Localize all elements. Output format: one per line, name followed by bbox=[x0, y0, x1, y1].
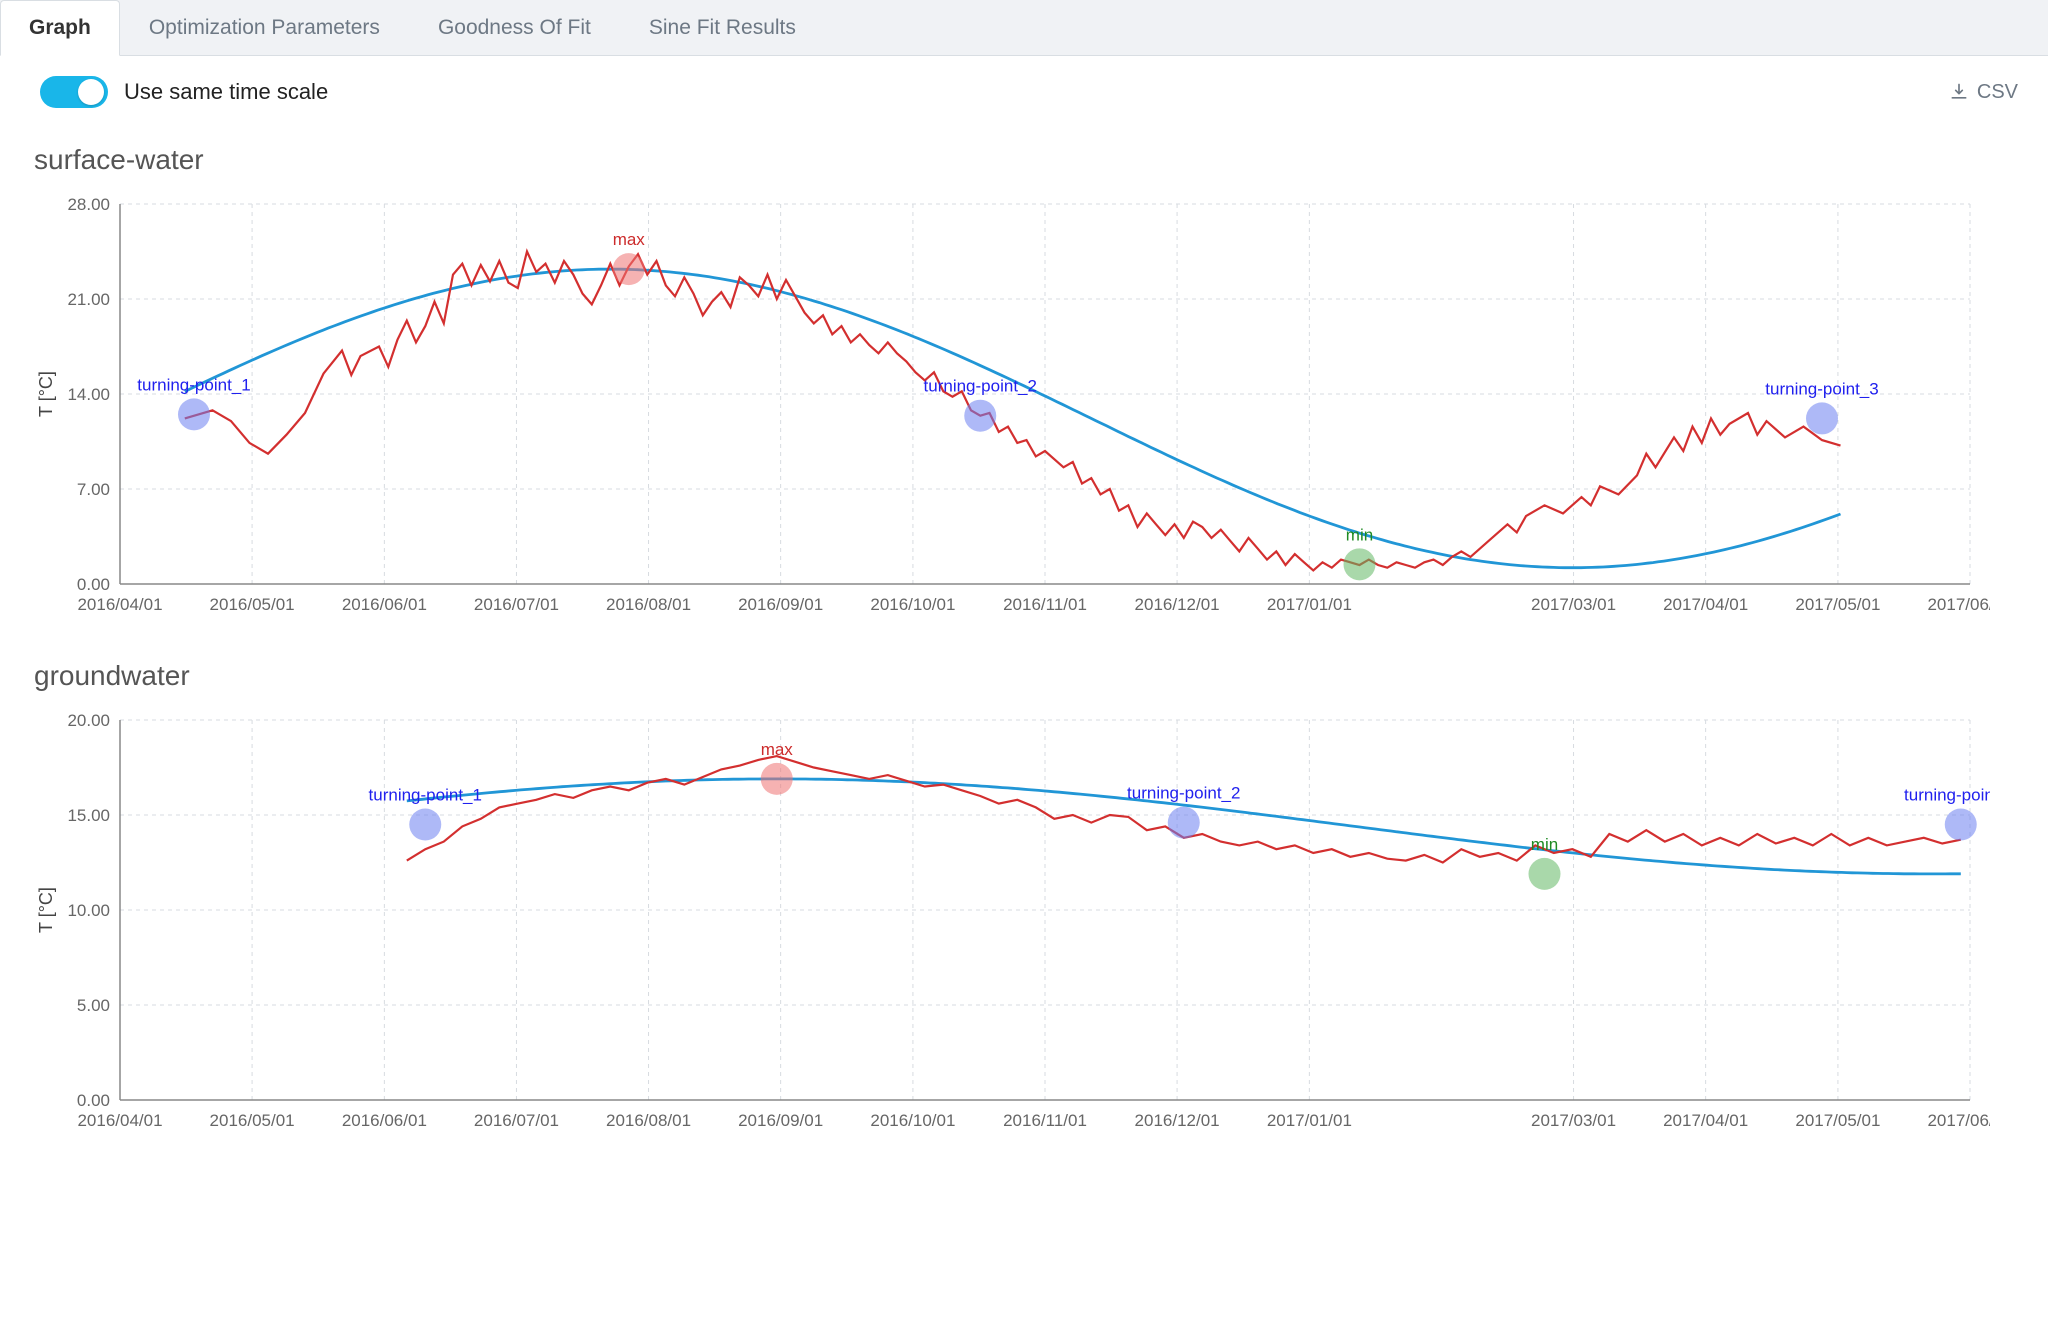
svg-text:2016/08/01: 2016/08/01 bbox=[606, 1111, 691, 1130]
svg-text:2016/10/01: 2016/10/01 bbox=[870, 1111, 955, 1130]
svg-text:2017/01/01: 2017/01/01 bbox=[1267, 595, 1352, 614]
svg-text:0.00: 0.00 bbox=[77, 575, 110, 594]
chart-title: groundwater bbox=[34, 660, 2018, 692]
marker-tp3[interactable] bbox=[1945, 809, 1977, 841]
svg-text:15.00: 15.00 bbox=[67, 806, 110, 825]
time-scale-toggle[interactable] bbox=[40, 76, 108, 108]
chart-area: 0.00 5.00 10.00 15.00 20.00 2016/04/01 2016/05… bbox=[30, 700, 2018, 1150]
time-scale-toggle-label: Use same time scale bbox=[124, 79, 328, 105]
marker-label-max: max bbox=[761, 740, 794, 759]
svg-text:2016/05/01: 2016/05/01 bbox=[210, 1111, 295, 1130]
svg-text:T [°C]: T [°C] bbox=[36, 887, 56, 933]
marker-label-tp3: turning-point_3 bbox=[1765, 379, 1878, 398]
chart-surface-water: surface-water 0.00 7.00 14.00 21.00 28.00 201… bbox=[0, 118, 2048, 634]
tab-goodness-of-fit[interactable]: Goodness Of Fit bbox=[409, 0, 620, 56]
svg-text:2017/05/01: 2017/05/01 bbox=[1795, 595, 1880, 614]
svg-text:20.00: 20.00 bbox=[67, 711, 110, 730]
chart-svg[interactable]: 0.00 5.00 10.00 15.00 20.00 2016/04/01 2016/05… bbox=[30, 700, 1990, 1150]
export-csv-button[interactable]: CSV bbox=[1949, 81, 2018, 104]
svg-text:T [°C]: T [°C] bbox=[36, 371, 56, 417]
toolbar: Use same time scale CSV bbox=[0, 56, 2048, 118]
download-icon bbox=[1949, 82, 1969, 102]
svg-text:2017/03/01: 2017/03/01 bbox=[1531, 1111, 1616, 1130]
svg-text:28.00: 28.00 bbox=[67, 195, 110, 214]
svg-text:2017/06/01: 2017/06/01 bbox=[1927, 1111, 1990, 1130]
svg-text:2016/05/01: 2016/05/01 bbox=[210, 595, 295, 614]
marker-min[interactable] bbox=[1344, 548, 1376, 580]
svg-text:2016/12/01: 2016/12/01 bbox=[1135, 1111, 1220, 1130]
svg-text:0.00: 0.00 bbox=[77, 1091, 110, 1110]
marker-label-min: min bbox=[1346, 525, 1373, 544]
tab-graph[interactable]: Graph bbox=[0, 0, 120, 56]
marker-label-tp2: turning-point_2 bbox=[924, 377, 1037, 396]
svg-text:2017/01/01: 2017/01/01 bbox=[1267, 1111, 1352, 1130]
tabbar: GraphOptimization ParametersGoodness Of … bbox=[0, 0, 2048, 56]
svg-text:2016/09/01: 2016/09/01 bbox=[738, 595, 823, 614]
svg-text:2016/04/01: 2016/04/01 bbox=[77, 595, 162, 614]
svg-text:2016/07/01: 2016/07/01 bbox=[474, 595, 559, 614]
svg-text:21.00: 21.00 bbox=[67, 290, 110, 309]
svg-text:2017/03/01: 2017/03/01 bbox=[1531, 595, 1616, 614]
marker-label-tp3: turning-point_3 bbox=[1904, 786, 1990, 805]
svg-text:14.00: 14.00 bbox=[67, 385, 110, 404]
marker-max[interactable] bbox=[613, 253, 645, 285]
marker-tp1[interactable] bbox=[409, 809, 441, 841]
chart-groundwater: groundwater 0.00 5.00 10.00 15.00 20.00 2016/… bbox=[0, 634, 2048, 1150]
time-scale-toggle-group: Use same time scale bbox=[40, 76, 328, 108]
svg-text:5.00: 5.00 bbox=[77, 996, 110, 1015]
svg-text:2016/11/01: 2016/11/01 bbox=[1003, 1111, 1087, 1130]
marker-tp2[interactable] bbox=[1168, 807, 1200, 839]
marker-tp3[interactable] bbox=[1806, 402, 1838, 434]
svg-text:2016/08/01: 2016/08/01 bbox=[606, 595, 691, 614]
svg-text:7.00: 7.00 bbox=[77, 480, 110, 499]
svg-text:10.00: 10.00 bbox=[67, 901, 110, 920]
chart-svg[interactable]: 0.00 7.00 14.00 21.00 28.00 2016/04/01 2016/05… bbox=[30, 184, 1990, 634]
svg-text:2017/06/01: 2017/06/01 bbox=[1927, 595, 1990, 614]
tab-sine-fit-results[interactable]: Sine Fit Results bbox=[620, 0, 825, 56]
svg-text:2017/05/01: 2017/05/01 bbox=[1795, 1111, 1880, 1130]
svg-text:2016/09/01: 2016/09/01 bbox=[738, 1111, 823, 1130]
marker-tp1[interactable] bbox=[178, 398, 210, 430]
svg-text:2016/06/01: 2016/06/01 bbox=[342, 1111, 427, 1130]
tab-optimization-parameters[interactable]: Optimization Parameters bbox=[120, 0, 409, 56]
marker-min[interactable] bbox=[1529, 858, 1561, 890]
svg-text:2016/10/01: 2016/10/01 bbox=[870, 595, 955, 614]
marker-tp2[interactable] bbox=[964, 400, 996, 432]
export-csv-label: CSV bbox=[1977, 81, 2018, 104]
marker-label-tp1: turning-point_1 bbox=[137, 375, 250, 394]
marker-label-tp2: turning-point_2 bbox=[1127, 784, 1240, 803]
svg-text:2016/06/01: 2016/06/01 bbox=[342, 595, 427, 614]
svg-text:2016/07/01: 2016/07/01 bbox=[474, 1111, 559, 1130]
svg-text:2017/04/01: 2017/04/01 bbox=[1663, 595, 1748, 614]
chart-area: 0.00 7.00 14.00 21.00 28.00 2016/04/01 2016/05… bbox=[30, 184, 2018, 634]
svg-text:2016/12/01: 2016/12/01 bbox=[1135, 595, 1220, 614]
toggle-knob bbox=[78, 79, 104, 105]
marker-label-max: max bbox=[613, 230, 646, 249]
marker-label-min: min bbox=[1531, 835, 1558, 854]
svg-text:2016/04/01: 2016/04/01 bbox=[77, 1111, 162, 1130]
svg-text:2016/11/01: 2016/11/01 bbox=[1003, 595, 1087, 614]
marker-max[interactable] bbox=[761, 763, 793, 795]
chart-title: surface-water bbox=[34, 144, 2018, 176]
svg-text:2017/04/01: 2017/04/01 bbox=[1663, 1111, 1748, 1130]
marker-label-tp1: turning-point_1 bbox=[369, 786, 482, 805]
